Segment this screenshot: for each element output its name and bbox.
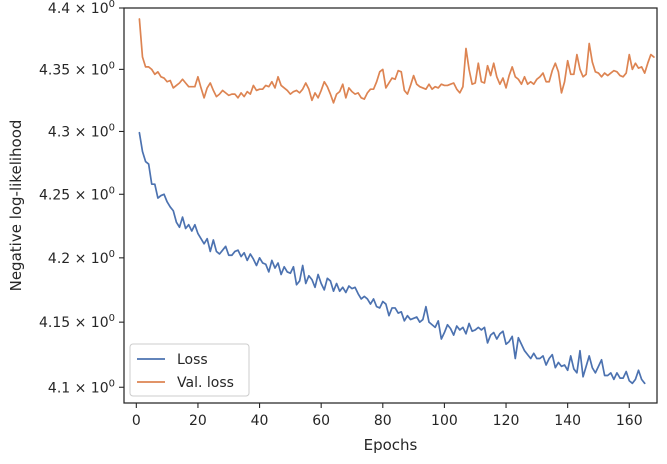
axis-layer: 0 20 40 60 80 100 120 140 160 4.1 × 100 4.15 × 100… [39, 0, 643, 429]
legend-box [129, 343, 250, 397]
y-tick-label: 4.15 × 100 [39, 313, 115, 331]
x-tick-label: 80 [374, 413, 392, 429]
series-line-val-loss [138, 18, 655, 104]
y-tick-label: 4.1 × 100 [48, 378, 115, 396]
series-line-loss [138, 131, 646, 385]
x-tick-label: 60 [312, 413, 330, 429]
y-tick-label: 4.3 × 100 [48, 122, 115, 140]
x-tick-label: 20 [189, 413, 207, 429]
legend-label-loss: Loss [177, 352, 208, 368]
y-tick-label: 4.2 × 100 [48, 249, 115, 267]
y-axis-label: Negative log-likelihood [7, 120, 25, 292]
x-tick-label: 100 [431, 413, 458, 429]
legend: Loss Val. loss [129, 343, 250, 397]
series-layer [138, 18, 655, 385]
x-tick-label: 40 [251, 413, 269, 429]
y-tick-label: 4.25 × 100 [39, 185, 115, 203]
plot-area-background [124, 8, 657, 403]
x-tick-label: 120 [493, 413, 520, 429]
x-tick-label: 140 [554, 413, 581, 429]
y-tick-label: 4.35 × 100 [39, 60, 115, 78]
x-axis-label: Epochs [364, 436, 418, 454]
legend-label-val-loss: Val. loss [177, 375, 234, 391]
plot-frame [123, 7, 658, 404]
x-tick-label: 160 [616, 413, 643, 429]
y-tick-label: 4.4 × 100 [48, 0, 115, 17]
x-tick-label: 0 [132, 413, 141, 429]
